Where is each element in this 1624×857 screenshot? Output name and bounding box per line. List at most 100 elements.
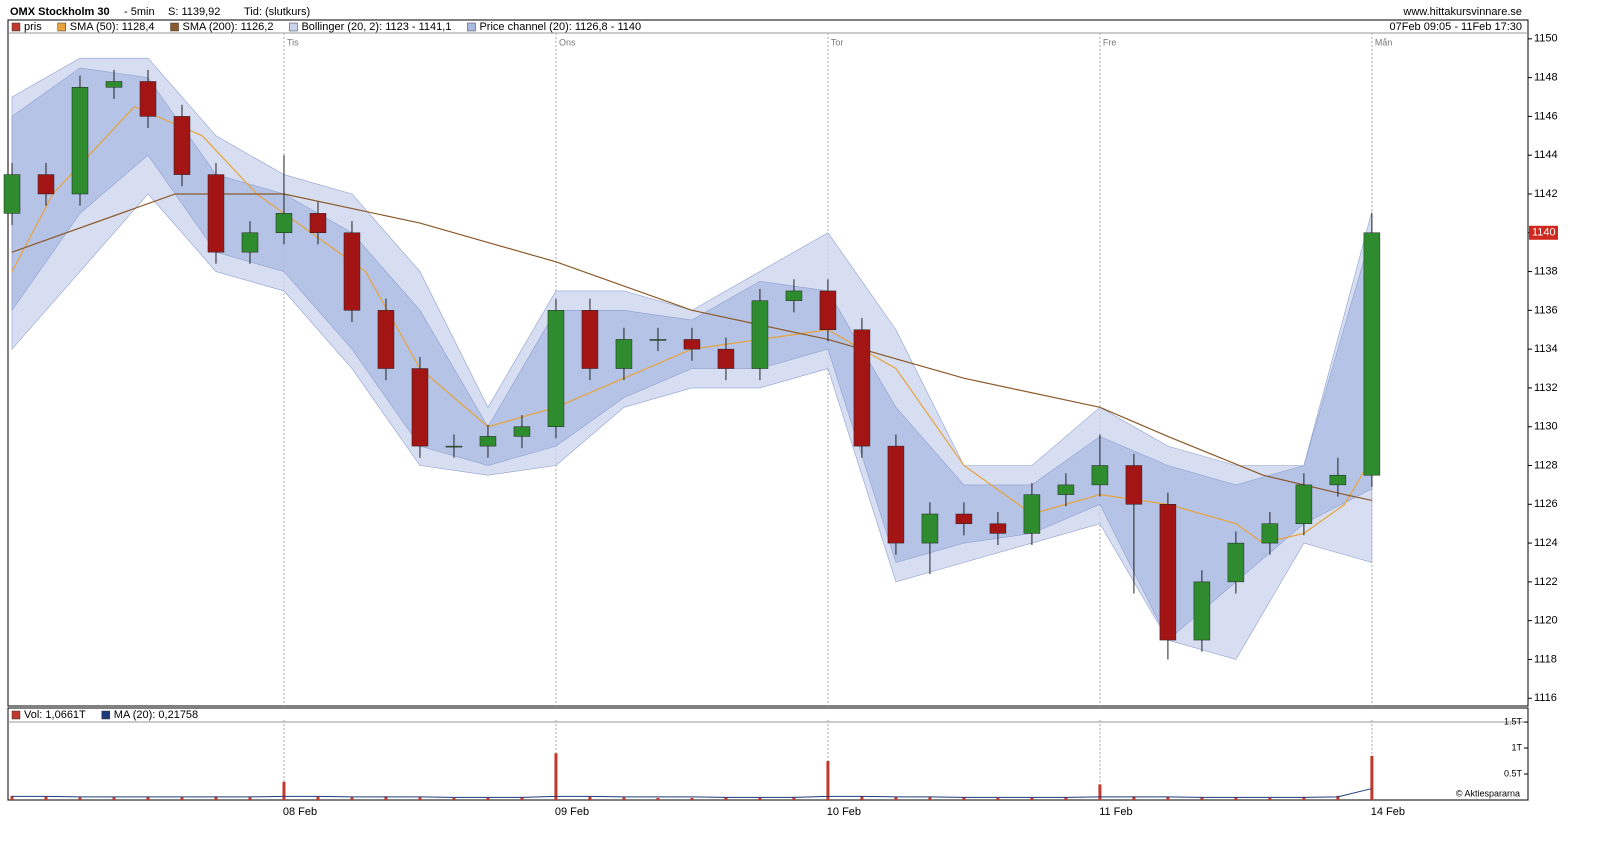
day-label: Ons [559,37,576,47]
legend-label: Price channel (20): 1126,8 - 1140 [479,21,641,33]
volume-bar [894,796,898,800]
y-tick-label: 0.5T [1504,768,1523,778]
volume-bar [622,797,626,800]
y-tick-label: 1124 [1534,537,1558,549]
last-price-box [1529,225,1558,240]
candle-body [3,174,21,214]
candle-body [989,523,1007,534]
candle-body [479,436,497,447]
volume-bar [928,797,932,800]
y-tick-label: 1.5T [1504,716,1523,726]
candle-body [785,290,803,301]
day-label: Tis [287,37,299,47]
volume-bar [588,796,592,800]
volume-bar [316,796,320,800]
x-tick-label: 09 Feb [555,806,589,818]
candle-body [1057,484,1075,495]
candle-body [921,513,939,544]
volume-bar [962,797,966,800]
y-tick-label: 1150 [1534,33,1558,45]
legend-swatch [101,710,111,720]
y-tick-label: 1116 [1534,692,1557,704]
volume-bar [758,797,762,800]
volume-bar [1200,797,1204,800]
candle-body [853,329,871,447]
volume-bar [1166,796,1170,800]
candle-body [1295,484,1313,524]
volume-bar [486,797,490,800]
volume-bar [282,781,286,800]
y-tick-label: 1146 [1534,110,1558,122]
x-tick-label: 11 Feb [1099,806,1132,818]
y-tick-label: 1122 [1534,576,1558,588]
day-label: Fre [1103,37,1117,47]
candle-body [1023,494,1041,534]
volume-bar [724,797,728,800]
candle-body [1193,581,1211,641]
last: S: 1139,92 [168,6,220,18]
candle-body [377,310,395,369]
legend-label: MA (20): 0,21758 [114,709,198,721]
y-tick-label: 1126 [1534,498,1558,510]
y-tick-label: 1128 [1534,459,1558,471]
volume-bar [1234,797,1238,800]
candle-body [275,213,293,234]
y-tick-label: 1136 [1534,304,1558,316]
price-frame [7,19,1529,707]
volume-bar [1030,797,1034,800]
legend-swatch [467,22,476,32]
volume-bar [112,797,116,800]
candle-body [717,348,735,369]
candle-body [1261,523,1279,544]
candle-body [411,368,429,447]
candle-body [819,290,837,330]
y-tick-label: 1T [1511,742,1522,752]
volume-bar [656,797,660,800]
candle-body [955,513,973,524]
range-label: 07Feb 09:05 - 11Feb 17:30 [1389,21,1522,33]
y-tick-label: 1130 [1534,421,1558,433]
volume-bar [690,797,694,800]
volume-bar [1268,797,1272,800]
legend-label: SMA (50): 1128,4 [70,21,155,33]
y-tick-label: 1142 [1534,188,1558,200]
legend-swatch [11,22,21,32]
y-tick-label: 1118 [1534,653,1557,665]
volume-bar [44,796,48,800]
interval: - 5min [124,6,155,18]
legend-swatch [170,22,179,32]
candle-body [343,232,361,311]
legend-label: Vol: 1,0661T [24,709,86,721]
candle-body [887,445,905,544]
y-tick-label: 1138 [1534,265,1558,277]
title: OMX Stockholm 30 [10,6,110,18]
volume-bar [180,797,184,800]
volume-bar [520,797,524,800]
volume-bar [1370,755,1374,800]
legend-swatch [289,22,298,32]
volume-bar [1064,797,1068,800]
volume-bar [1132,796,1136,800]
source: www.hittakursvinnare.se [1402,6,1522,18]
candle-body [547,310,565,427]
candle-body [241,232,259,253]
candle-body [1159,504,1177,641]
x-tick-label: 08 Feb [283,806,317,818]
legend-label: pris [24,21,42,33]
x-tick-label: 14 Feb [1371,806,1405,818]
ma-line [12,788,1373,798]
legend-swatch [57,22,66,32]
candle-body [1125,465,1143,505]
volume-bar [554,753,558,800]
candle-body [139,81,157,117]
y-tick-label: 1134 [1534,343,1558,355]
volume-bar [1336,795,1340,800]
legend-swatch [11,710,21,720]
x-tick-label: 10 Feb [827,806,861,818]
candle-body [309,213,327,234]
candle-body [649,339,667,341]
candle-body [615,339,633,369]
last-price: 1140 [1532,227,1556,239]
